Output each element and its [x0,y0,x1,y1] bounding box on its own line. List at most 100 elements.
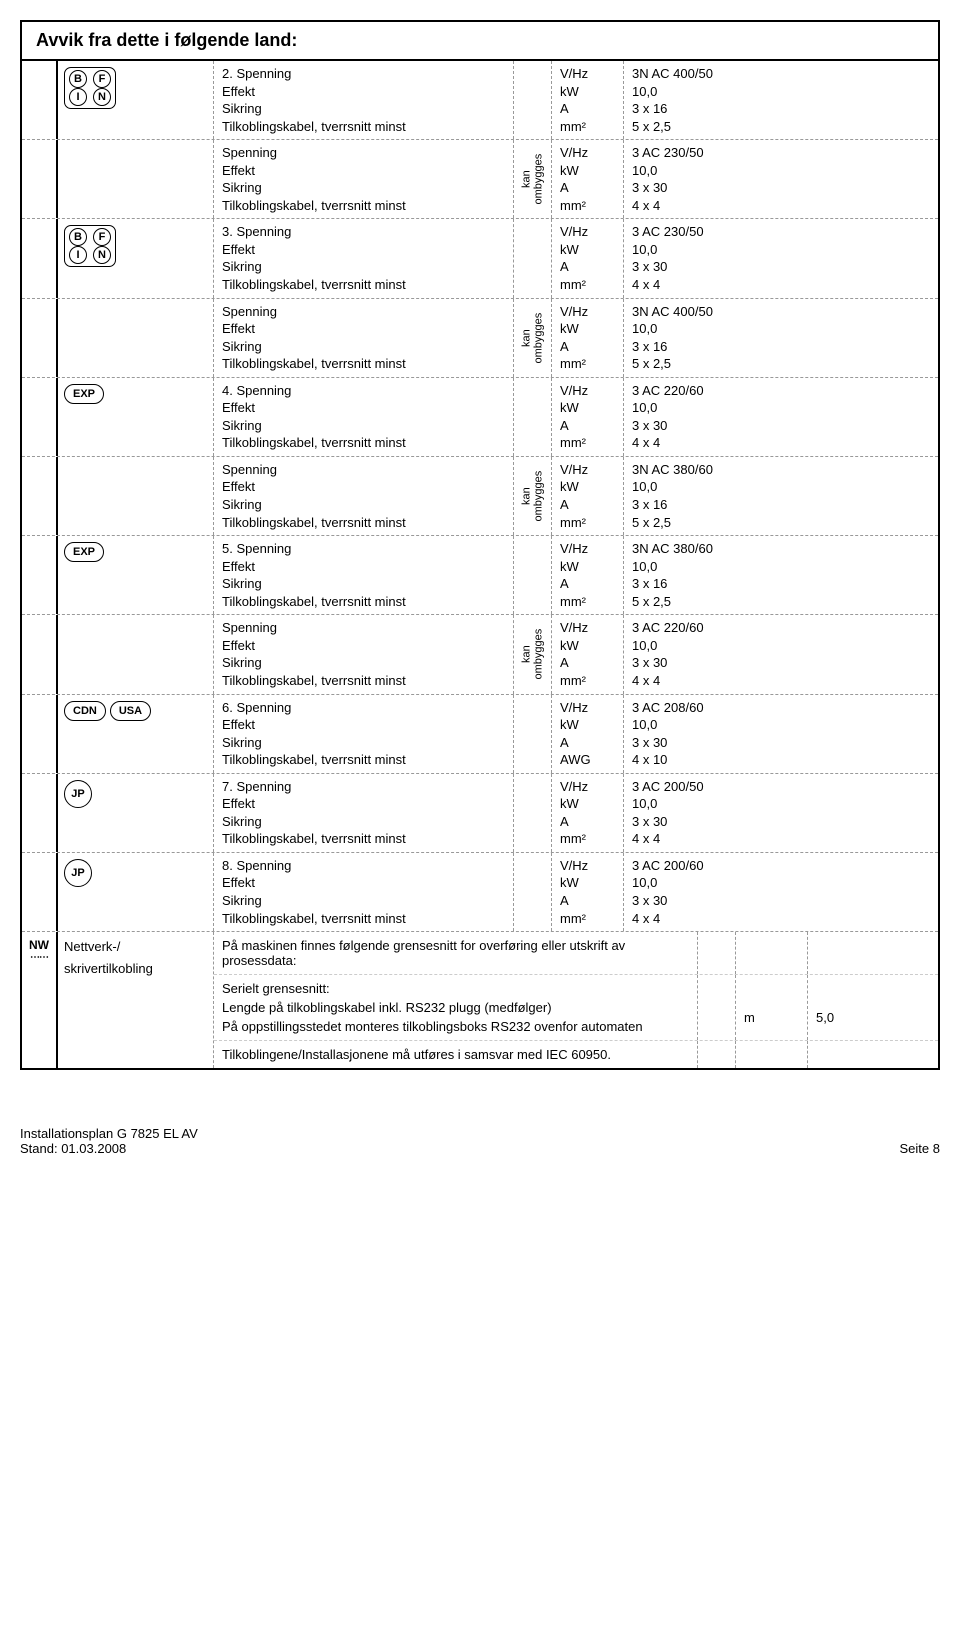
network-p2-l2: På oppstillingsstedet monteres tilkoblin… [222,1017,689,1036]
unit-vhz: V/Hz [560,461,615,479]
unit-vhz: V/Hz [560,144,615,162]
rot-col: kanombygges [514,140,552,218]
title-row: Avvik fra dette i følgende land: [22,22,938,61]
country-badge: BF IN [64,225,116,267]
unit-vhz: V/Hz [560,778,615,796]
val-3: 3 x 30 [632,654,930,672]
footer-left: Installationsplan G 7825 EL AV Stand: 01… [20,1126,198,1156]
network-side-label: Nettverk-/ skrivertilkobling [58,932,214,1068]
unit-sect: mm² [560,672,615,690]
sikring-label: Sikring [222,654,505,672]
values-col: 3 AC 200/60 10,0 3 x 30 4 x 4 [624,853,938,931]
icon-col [22,61,58,139]
effekt-label: Effekt [222,795,505,813]
unit-kw: kW [560,162,615,180]
spenning-label: 5. Spenning [222,540,505,558]
effekt-label: Effekt [222,241,505,259]
unit-sect: mm² [560,434,615,452]
val-1: 3 AC 220/60 [632,619,930,637]
unit-vhz: V/Hz [560,540,615,558]
spenning-label: 8. Spenning [222,857,505,875]
label-col: 5. Spenning Effekt Sikring Tilkoblingska… [214,536,514,614]
val-2: 10,0 [632,83,930,101]
values-col: 3 AC 200/50 10,0 3 x 30 4 x 4 [624,774,938,852]
country-badge: EXP [64,542,104,562]
icon-col [22,536,58,614]
values-col: 3 AC 230/50 10,0 3 x 30 4 x 4 [624,140,938,218]
unit-vhz: V/Hz [560,223,615,241]
values-col: 3N AC 400/50 10,0 3 x 16 5 x 2,5 [624,61,938,139]
footer-right: Seite 8 [900,1141,940,1156]
effekt-label: Effekt [222,874,505,892]
val-2: 10,0 [632,320,930,338]
icon-col [22,853,58,931]
values-col: 3 AC 220/60 10,0 3 x 30 4 x 4 [624,615,938,693]
val-3: 3 x 16 [632,496,930,514]
unit-sect: AWG [560,751,615,769]
val-4: 4 x 10 [632,751,930,769]
spec-row: Spenning Effekt Sikring Tilkoblingskabel… [22,457,938,536]
network-p2-title: Serielt grensesnitt: [222,979,689,998]
val-4: 4 x 4 [632,672,930,690]
tilk-label: Tilkoblingskabel, tverrsnitt minst [222,434,505,452]
unit-a: A [560,654,615,672]
label-col: Spenning Effekt Sikring Tilkoblingskabel… [214,140,514,218]
spenning-label: Spenning [222,619,505,637]
effekt-label: Effekt [222,478,505,496]
spec-row: BF IN 2. Spenning Effekt Sikring Tilkobl… [22,61,938,140]
network-p3: Tilkoblingene/Installasjonene må utføres… [222,1045,689,1064]
val-3: 3 x 30 [632,179,930,197]
footer-left-2: Stand: 01.03.2008 [20,1141,198,1156]
unit-sect: mm² [560,910,615,928]
tilk-label: Tilkoblingskabel, tverrsnitt minst [222,197,505,215]
unit-a: A [560,179,615,197]
sikring-label: Sikring [222,258,505,276]
rot-col [514,774,552,852]
val-4: 5 x 2,5 [632,593,930,611]
val-2: 10,0 [632,637,930,655]
label-col: 7. Spenning Effekt Sikring Tilkoblingska… [214,774,514,852]
values-col: 3 AC 230/50 10,0 3 x 30 4 x 4 [624,219,938,297]
effekt-label: Effekt [222,320,505,338]
unit-a: A [560,734,615,752]
val-2: 10,0 [632,399,930,417]
spec-row: EXP 4. Spenning Effekt Sikring Tilkoblin… [22,378,938,457]
sikring-label: Sikring [222,496,505,514]
can-rebuild-label: kanombygges [520,312,544,363]
sikring-label: Sikring [222,338,505,356]
rot-col: kanombygges [514,457,552,535]
label-col: 6. Spenning Effekt Sikring Tilkoblingska… [214,695,514,773]
unit-a: A [560,417,615,435]
effekt-label: Effekt [222,558,505,576]
effekt-label: Effekt [222,637,505,655]
badge-col: CDN USA [58,695,214,773]
val-3: 3 x 16 [632,575,930,593]
val-3: 3 x 30 [632,258,930,276]
rot-col [514,219,552,297]
spec-row: Spenning Effekt Sikring Tilkoblingskabel… [22,140,938,219]
val-1: 3 AC 200/50 [632,778,930,796]
tilk-label: Tilkoblingskabel, tverrsnitt minst [222,910,505,928]
val-1: 3 AC 208/60 [632,699,930,717]
badge-col: JP [58,774,214,852]
unit-kw: kW [560,478,615,496]
val-4: 4 x 4 [632,910,930,928]
rot-col: kanombygges [514,299,552,377]
unit-a: A [560,100,615,118]
val-2: 10,0 [632,874,930,892]
sikring-label: Sikring [222,179,505,197]
badge-col: JP [58,853,214,931]
spec-row: CDN USA 6. Spenning Effekt Sikring Tilko… [22,695,938,774]
unit-sect: mm² [560,197,615,215]
val-4: 4 x 4 [632,276,930,294]
page-footer: Installationsplan G 7825 EL AV Stand: 01… [20,1126,940,1156]
spec-row: EXP 5. Spenning Effekt Sikring Tilkoblin… [22,536,938,615]
unit-vhz: V/Hz [560,303,615,321]
spec-row: JP 7. Spenning Effekt Sikring Tilkobling… [22,774,938,853]
tilk-label: Tilkoblingskabel, tverrsnitt minst [222,355,505,373]
spenning-label: Spenning [222,461,505,479]
val-1: 3N AC 400/50 [632,65,930,83]
tilk-label: Tilkoblingskabel, tverrsnitt minst [222,514,505,532]
spenning-label: 4. Spenning [222,382,505,400]
badge-col: EXP [58,536,214,614]
